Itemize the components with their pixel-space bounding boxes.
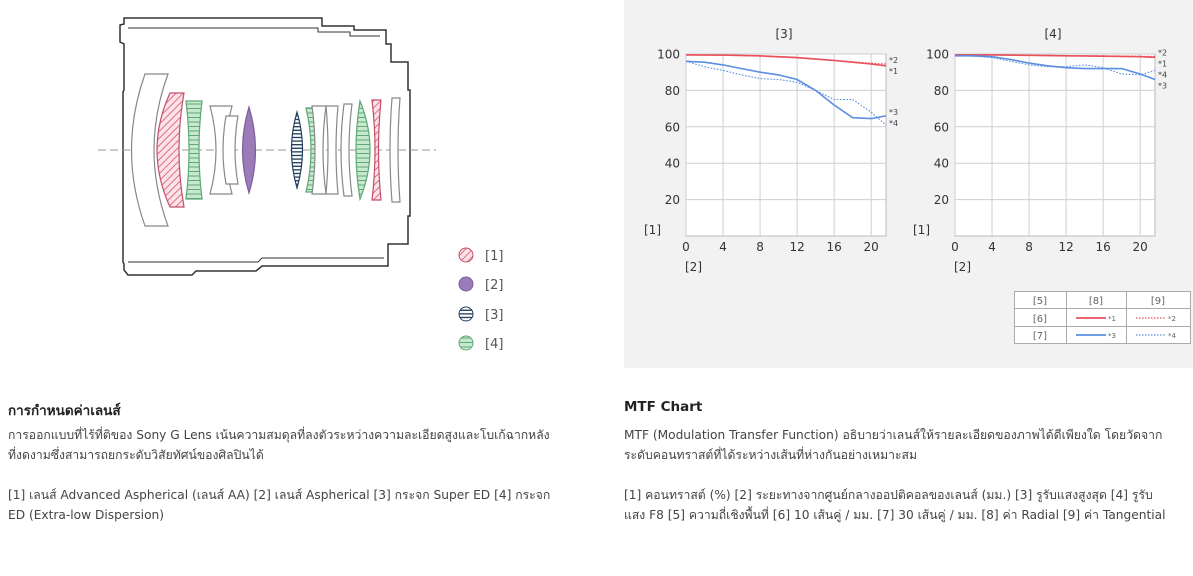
series-end-label: *2 [889,56,898,65]
x-tick-label: 16 [827,240,842,254]
series-end-label: *3 [889,108,898,117]
y-tick-label: 100 [926,48,949,62]
chart-title: [3] [776,27,793,41]
chart-title: [4] [1045,27,1062,41]
legend-label: [1] [485,249,503,264]
x-tick-label: 8 [1025,240,1033,254]
mtf-section-description: MTF (Modulation Transfer Function) อธิบา… [624,428,1163,462]
x-axis-label: [2] [954,260,971,274]
x-tick-label: 12 [1058,240,1073,254]
x-tick-label: 20 [1133,240,1148,254]
series-end-label: *4 [889,119,898,128]
plot-area [685,53,887,237]
key-mark: *2 [1168,315,1176,323]
y-tick-label: 60 [665,120,680,134]
lens-element-clear [325,105,339,195]
y-tick-label: 20 [665,193,680,207]
x-tick-label: 20 [864,240,879,254]
lens-element-aa [156,92,185,208]
lens-section-description: การออกแบบที่ไร้ที่ติของ Sony G Lens เน้น… [8,428,550,462]
lens-section-title: การกำหนดค่าเลนส์ [8,403,121,419]
y-tick-label: 40 [665,157,680,171]
key-header-tangential: [9] [1151,296,1165,307]
legend-label: [3] [485,308,503,323]
lens-element-clear [222,115,239,185]
x-axis-label: [2] [685,260,702,274]
series-end-label: *4 [1158,70,1167,79]
series-end-label: *3 [1158,81,1167,90]
y-tick-label: 40 [934,157,949,171]
x-tick-label: 4 [988,240,996,254]
mtf-key-table: [5] [8] [9] [6] *1 *2 [7] *3 *4 [1014,291,1191,344]
y-tick-label: 80 [665,84,680,98]
series-line [685,60,887,126]
legend-label: [2] [485,278,503,293]
lens-element-aspherical [241,104,257,196]
lens-configuration-diagram: [1] [2] [3] [4] [98,17,503,352]
series-end-label: *1 [1158,59,1167,68]
mtf-legend-note: [1] คอนทราสต์ (%) [2] ระยะทางจากศูนย์กลา… [624,488,1166,522]
mtf-chart-panel: 0 4 8 12 16 20 20 40 60 80 100 [3] [1] [2] *2 *1 *3 *4 0 4 8… [624,0,1193,368]
key-header-radial: [8] [1089,296,1103,307]
lens-legend: [1] [2] [3] [4] [458,247,503,352]
key-mark: *4 [1168,332,1177,340]
lens-element-rear [389,97,401,203]
x-tick-label: 8 [756,240,764,254]
key-header-spatial-frequency: [5] [1033,296,1047,307]
key-row-label: [7] [1033,331,1047,342]
series-end-label: *2 [1158,48,1167,57]
series-end-label: *1 [889,67,898,76]
y-tick-label: 80 [934,84,949,98]
mtf-charts: 0 4 8 12 16 20 20 40 60 80 100 [3] [1] [2] *2 *1 *3 *4 0 4 8… [644,27,1167,274]
legend-swatch-aspherical [458,276,474,292]
y-tick-label: 60 [934,120,949,134]
lens-element-super-ed [290,109,304,191]
lens-element-front [130,73,169,227]
y-axis-label: [1] [644,223,661,237]
x-tick-label: 12 [789,240,804,254]
lens-element-ed [355,98,371,202]
plot-area [954,53,1156,237]
y-axis-label: [1] [913,223,930,237]
x-tick-label: 0 [682,240,690,254]
mtf-section-title: MTF Chart [624,399,703,415]
series-line [685,60,887,120]
key-mark: *1 [1108,315,1116,323]
lens-element-aa [371,99,382,201]
series-line [685,54,887,67]
y-tick-label: 20 [934,193,949,207]
legend-swatch-ed [458,335,474,351]
lens-barrel-outline [119,17,411,276]
lens-element-clear [340,103,353,197]
legend-swatch-super-ed [458,306,474,322]
series-line [954,55,1156,76]
lens-element-ed [185,100,203,200]
key-mark: *3 [1108,332,1116,340]
lens-legend-note: [1] เลนส์ Advanced Aspherical (เลนส์ AA)… [8,488,551,522]
x-tick-label: 16 [1096,240,1111,254]
x-tick-label: 4 [719,240,727,254]
legend-swatch-aa [458,247,474,263]
series-line [955,54,1156,59]
x-tick-label: 0 [951,240,959,254]
key-row-label: [6] [1033,314,1047,325]
y-tick-label: 100 [657,48,680,62]
legend-label: [4] [485,337,503,352]
